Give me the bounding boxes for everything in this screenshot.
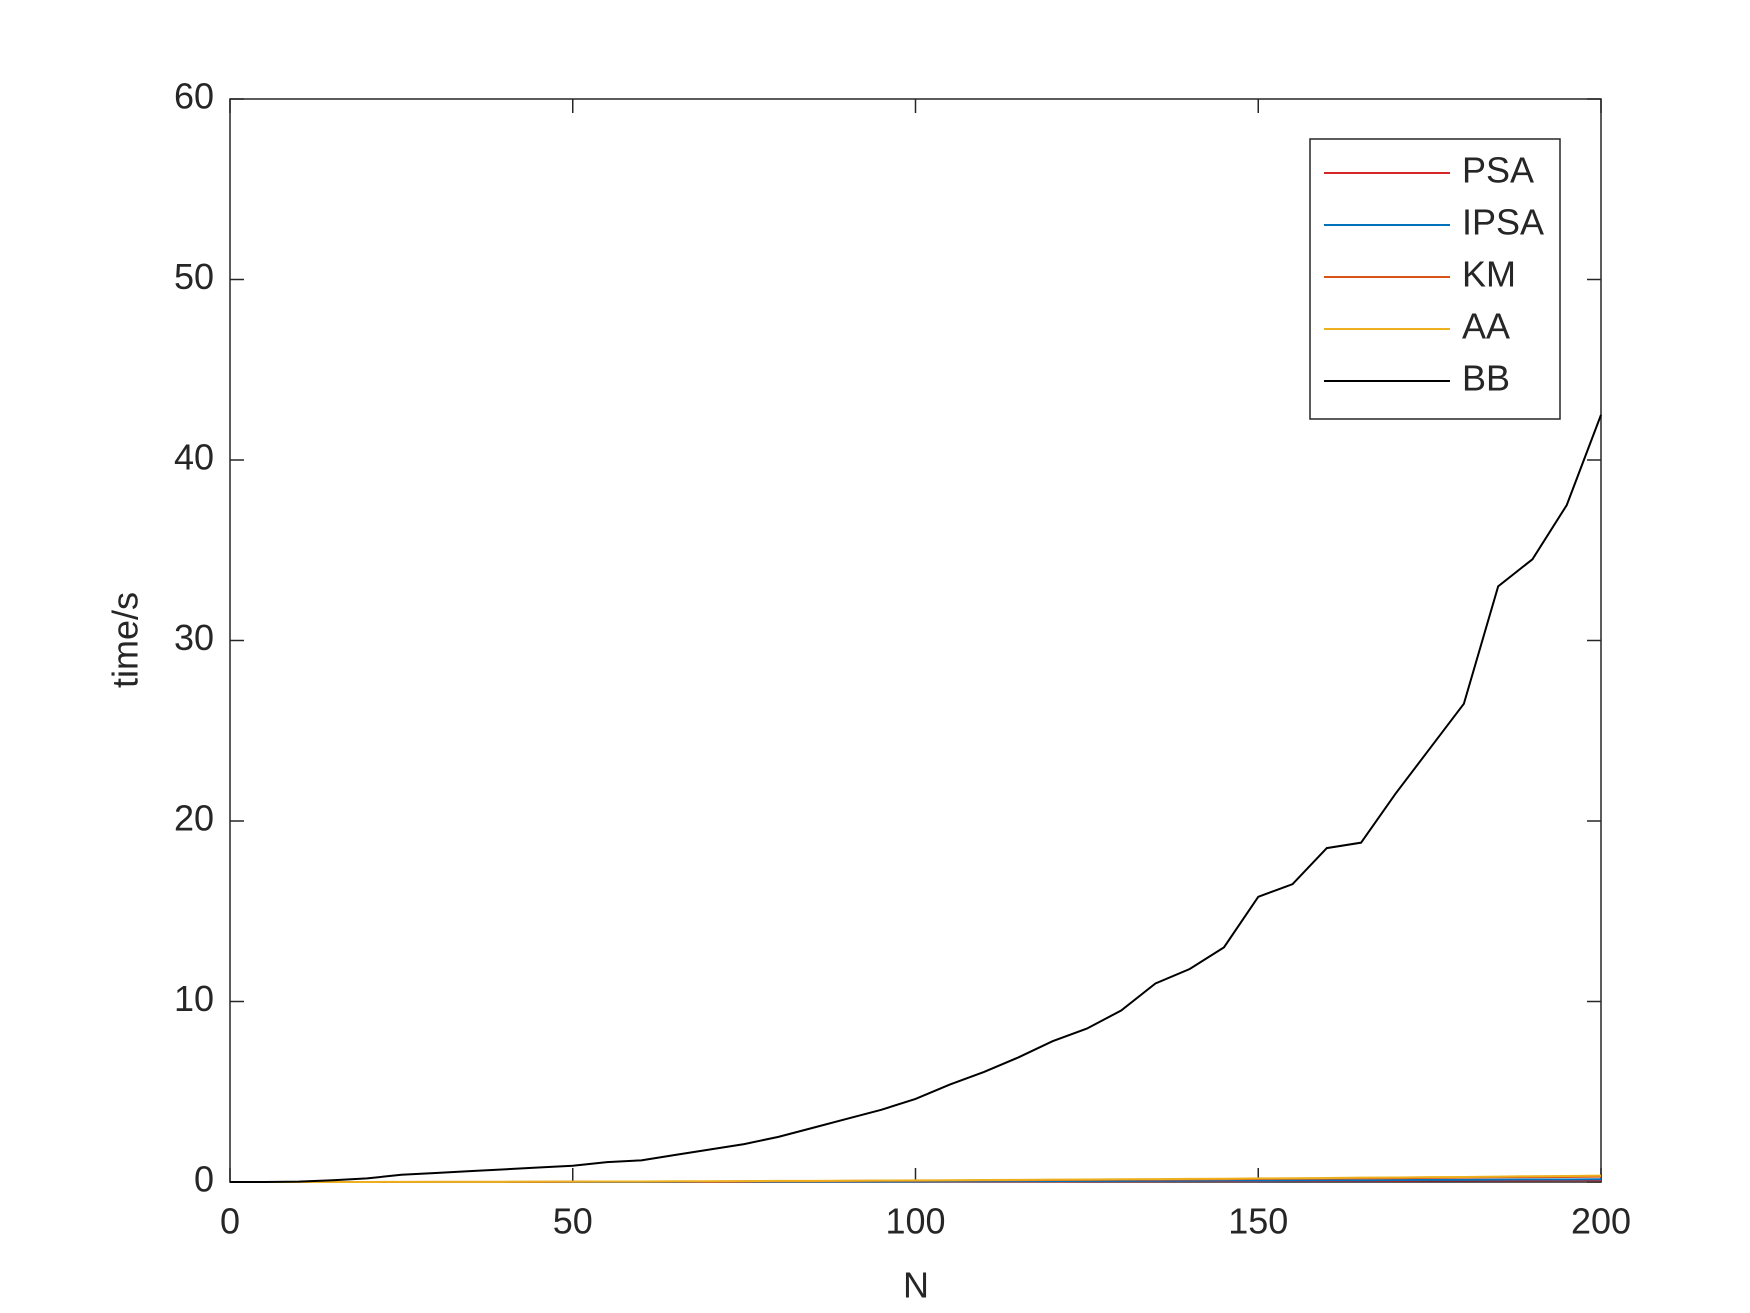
x-tick-label: 0 [220, 1201, 240, 1242]
legend-label: BB [1462, 358, 1510, 399]
legend-label: IPSA [1462, 202, 1544, 243]
series-line [230, 1174, 1602, 1183]
x-tick-label: 200 [1571, 1201, 1631, 1242]
y-tick-label: 0 [194, 1159, 214, 1200]
x-tick-label: 50 [553, 1201, 593, 1242]
y-tick-label: 20 [174, 798, 214, 839]
series-line [230, 414, 1602, 1183]
y-tick-label: 50 [174, 256, 214, 297]
legend-label: PSA [1462, 150, 1534, 191]
x-tick-label: 100 [885, 1201, 945, 1242]
legend-box [1309, 138, 1561, 420]
y-tick-label: 30 [174, 617, 214, 658]
y-tick-label: 60 [174, 76, 214, 117]
x-tick-label: 150 [1228, 1201, 1288, 1242]
y-tick-label: 40 [174, 437, 214, 478]
y-axis-label: time/s [105, 592, 146, 688]
y-tick-label: 10 [174, 978, 214, 1019]
legend-label: AA [1462, 306, 1510, 347]
x-axis-label: N [903, 1265, 929, 1306]
legend-label: KM [1462, 254, 1516, 295]
